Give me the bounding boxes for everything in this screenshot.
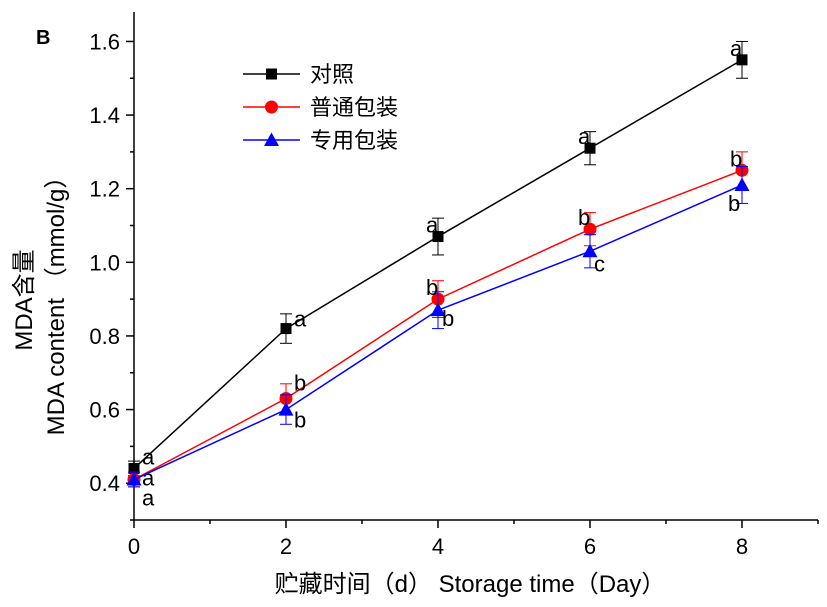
x-axis-label: 贮藏时间（d） Storage time（Day） <box>275 571 666 598</box>
significance-label: b <box>294 408 306 433</box>
legend-marker <box>266 68 277 80</box>
significance-label: c <box>594 251 605 276</box>
x-tick-label: 8 <box>736 534 748 559</box>
y-tick-label: 0.8 <box>89 324 120 349</box>
legend-label: 专用包装 <box>310 128 398 153</box>
significance-label: a <box>730 36 743 61</box>
data-point <box>736 54 748 66</box>
legend-entry-1: 对照 <box>243 62 354 87</box>
significance-label: a <box>426 213 439 238</box>
significance-label: b <box>442 306 454 331</box>
significance-label: b <box>426 275 438 300</box>
legend-marker <box>265 100 278 114</box>
data-point <box>126 472 142 486</box>
significance-label: a <box>142 486 155 511</box>
series-line <box>133 59 743 470</box>
x-tick-label: 4 <box>432 534 444 559</box>
x-tick-label: 2 <box>280 534 292 559</box>
y-axis-label-cn: MDA含量 <box>11 249 38 350</box>
y-tick-label: 0.4 <box>89 471 120 496</box>
data-point <box>430 302 446 317</box>
significance-label: b <box>578 205 590 230</box>
y-tick-label: 1.2 <box>89 177 120 202</box>
data-point <box>734 177 750 192</box>
data-point <box>278 402 294 416</box>
y-tick-label: 1.6 <box>89 29 120 54</box>
data-point <box>280 323 292 335</box>
y-axis-label-en: MDA content （mmol/g） <box>43 165 70 436</box>
data-point <box>582 243 598 258</box>
significance-label: a <box>142 444 155 469</box>
y-tick-label: 1.0 <box>89 250 120 275</box>
significance-label: b <box>728 191 740 216</box>
data-point <box>432 231 444 243</box>
legend-label: 对照 <box>310 62 354 87</box>
significance-label: a <box>294 307 307 332</box>
y-tick-label: 1.4 <box>89 103 120 128</box>
legend-entry-2: 普通包装 <box>243 95 398 120</box>
legend-label: 普通包装 <box>310 95 398 120</box>
panel-label: B <box>36 27 50 49</box>
data-point <box>128 462 140 474</box>
significance-label: b <box>294 371 306 396</box>
x-tick-label: 6 <box>584 534 596 559</box>
series-1: a a a a a <box>128 36 748 477</box>
legend-marker <box>264 132 279 146</box>
y-tick-label: 0.6 <box>89 398 120 423</box>
x-tick-label: 0 <box>128 534 140 559</box>
legend-entry-3: 专用包装 <box>243 128 398 153</box>
data-point <box>583 222 597 236</box>
significance-label: b <box>730 146 742 171</box>
significance-label: a <box>578 124 591 149</box>
data-point <box>584 142 596 154</box>
axes: 0 2 4 6 8 0.4 0.6 0.8 1.0 1.2 1.4 1.6 <box>89 12 819 559</box>
